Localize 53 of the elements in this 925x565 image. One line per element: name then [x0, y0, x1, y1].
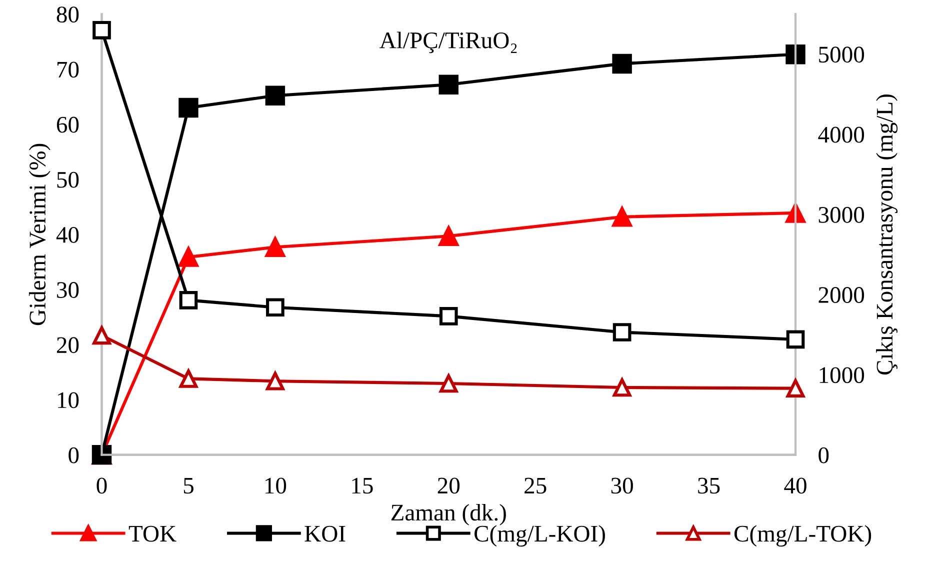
y-tick-label: 30: [57, 282, 79, 298]
legend-label: TOK: [128, 526, 176, 542]
x-tick-label: 5: [184, 478, 194, 494]
y-axis-title: Giderm Verimi (%): [28, 144, 50, 326]
x-tick-label: 25: [524, 478, 546, 494]
y-tick-label: 70: [57, 62, 79, 78]
y-tick-label: 20: [56, 337, 79, 354]
y2-tick-label: 0: [818, 447, 829, 464]
text: Al/PÇ/TiRuO₂: [380, 32, 517, 54]
x-tick-label: 10: [265, 478, 286, 494]
y-tick-label: 60: [56, 116, 79, 133]
y2-tick-label: 1000: [820, 367, 864, 384]
y-tick-label: 0: [68, 447, 79, 464]
x-tick-label: 0: [96, 478, 107, 494]
point: [438, 226, 458, 246]
y2-tick-label: 4000: [818, 126, 864, 143]
y2-tick-label: 2000: [818, 287, 864, 303]
point: [92, 20, 111, 40]
x-axis-title: Zaman (dk.): [391, 504, 506, 526]
x-tick-label: 30: [611, 478, 633, 494]
legend-label: C(mg/L-TOK): [734, 525, 872, 547]
point: [265, 86, 286, 106]
point: [439, 374, 458, 393]
point: [92, 326, 111, 345]
point: [786, 330, 805, 349]
point: [612, 323, 632, 342]
x-tick-label: 15: [352, 478, 373, 494]
point: [786, 44, 806, 64]
point: [265, 237, 286, 258]
point: [266, 372, 284, 390]
legend-label: C(mg/L-KOI): [474, 525, 605, 547]
y-tick-label: 80: [56, 6, 79, 23]
y-tick-label: 10: [58, 392, 79, 408]
y2-axis-title: Çıkış Konsantrasyonu (mg/L): [876, 94, 898, 375]
point: [179, 370, 198, 388]
point: [612, 206, 632, 227]
y2-tick-label: 3000: [818, 206, 864, 223]
point: [178, 98, 198, 118]
point: [439, 307, 458, 326]
point: [438, 74, 458, 94]
point: [179, 291, 198, 310]
x-tick-label: 35: [698, 478, 720, 494]
point: [612, 378, 632, 397]
legend-label: KOI: [304, 526, 346, 542]
x-tick-label: 20: [438, 478, 460, 494]
point: [266, 298, 284, 317]
y2-tick-label: 5000: [819, 46, 864, 63]
point: [612, 54, 632, 74]
point: [786, 379, 805, 398]
y-tick-label: 50: [57, 172, 79, 188]
x-tick-label: 40: [784, 478, 806, 494]
y-tick-label: 40: [56, 226, 79, 243]
point: [178, 247, 198, 267]
